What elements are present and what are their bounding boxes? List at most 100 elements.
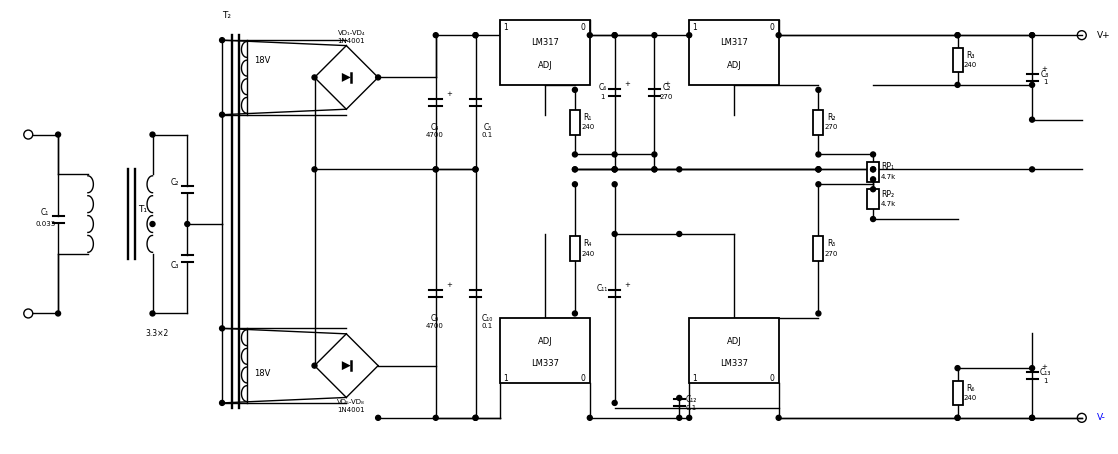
Circle shape	[816, 152, 821, 157]
Text: 0.1: 0.1	[685, 405, 697, 411]
Text: V+: V+	[1097, 31, 1110, 39]
Circle shape	[184, 222, 190, 227]
Text: LM337: LM337	[531, 359, 559, 368]
Circle shape	[955, 33, 960, 38]
Circle shape	[613, 167, 617, 172]
Text: VD₁-VD₄: VD₁-VD₄	[338, 30, 366, 36]
Text: 0: 0	[580, 23, 586, 32]
Circle shape	[652, 167, 657, 172]
Circle shape	[871, 177, 875, 182]
Text: ADJ: ADJ	[538, 336, 552, 345]
Text: 1: 1	[692, 23, 697, 32]
Circle shape	[434, 167, 438, 172]
Text: C₈: C₈	[1041, 70, 1049, 79]
Text: 0.033: 0.033	[35, 221, 55, 227]
Text: LM317: LM317	[720, 39, 748, 47]
Circle shape	[613, 167, 617, 172]
Polygon shape	[342, 73, 351, 82]
Text: R₂: R₂	[827, 113, 835, 122]
Text: 4700: 4700	[426, 132, 444, 138]
Circle shape	[376, 75, 380, 80]
Text: 1: 1	[503, 374, 508, 383]
Circle shape	[434, 415, 438, 420]
Circle shape	[871, 152, 875, 157]
Circle shape	[1030, 415, 1034, 420]
Circle shape	[312, 167, 318, 172]
Circle shape	[816, 167, 821, 172]
Circle shape	[312, 363, 318, 368]
Circle shape	[219, 326, 225, 331]
Text: 4.7k: 4.7k	[880, 201, 896, 207]
Circle shape	[572, 167, 577, 172]
Circle shape	[686, 33, 692, 38]
Text: +: +	[1042, 66, 1048, 72]
Bar	[689, 20, 778, 85]
Text: ADJ: ADJ	[538, 61, 552, 70]
Bar	[501, 318, 590, 383]
Circle shape	[1030, 117, 1034, 122]
Bar	[868, 162, 879, 182]
Text: 1: 1	[600, 94, 605, 100]
Circle shape	[676, 415, 682, 420]
Circle shape	[816, 311, 821, 316]
Circle shape	[776, 33, 781, 38]
Circle shape	[473, 33, 479, 38]
Circle shape	[473, 167, 479, 172]
Circle shape	[871, 167, 875, 172]
Circle shape	[56, 311, 60, 316]
Text: +: +	[664, 81, 670, 87]
Circle shape	[652, 33, 657, 38]
Circle shape	[587, 33, 593, 38]
Text: 1: 1	[1043, 79, 1048, 85]
Text: V-: V-	[1097, 413, 1106, 422]
Circle shape	[613, 232, 617, 237]
Circle shape	[613, 400, 617, 405]
Polygon shape	[342, 361, 351, 370]
Circle shape	[150, 132, 155, 137]
Text: 3.3×2: 3.3×2	[145, 329, 169, 338]
Text: 1: 1	[692, 374, 697, 383]
Text: T₂: T₂	[222, 11, 231, 20]
Text: 1: 1	[1043, 378, 1048, 384]
Text: R₅: R₅	[827, 239, 835, 248]
Text: 0: 0	[769, 23, 774, 32]
Circle shape	[473, 33, 479, 38]
Circle shape	[572, 311, 577, 316]
Circle shape	[955, 82, 960, 87]
Text: 0.1: 0.1	[482, 323, 493, 330]
Circle shape	[613, 167, 617, 172]
Circle shape	[676, 232, 682, 237]
Circle shape	[955, 33, 960, 38]
Circle shape	[652, 152, 657, 157]
Text: ADJ: ADJ	[727, 336, 741, 345]
Text: VD₅-VD₈: VD₅-VD₈	[338, 400, 366, 405]
Text: T₁: T₁	[138, 205, 148, 214]
Circle shape	[652, 167, 657, 172]
Text: 18V: 18V	[254, 369, 271, 378]
Text: C₄: C₄	[430, 123, 439, 132]
Circle shape	[56, 132, 60, 137]
Circle shape	[613, 33, 617, 38]
Text: C₁: C₁	[41, 207, 49, 217]
Text: 240: 240	[964, 395, 977, 401]
Circle shape	[955, 415, 960, 420]
Circle shape	[572, 152, 577, 157]
Circle shape	[1030, 33, 1034, 38]
Circle shape	[1030, 167, 1034, 172]
Text: LM337: LM337	[720, 359, 748, 368]
Text: 1N4001: 1N4001	[338, 407, 366, 414]
Bar	[814, 110, 823, 134]
Text: C₁₂: C₁₂	[685, 395, 697, 405]
Circle shape	[871, 167, 875, 172]
Text: R₁: R₁	[584, 113, 593, 122]
Circle shape	[816, 87, 821, 92]
Circle shape	[1030, 365, 1034, 370]
Text: 1N4001: 1N4001	[338, 38, 366, 44]
Circle shape	[473, 167, 479, 172]
Text: C₉: C₉	[430, 314, 439, 323]
Bar	[953, 48, 963, 73]
Text: C₁₀: C₁₀	[482, 314, 493, 323]
Circle shape	[955, 365, 960, 370]
Circle shape	[1030, 82, 1034, 87]
Text: R₆: R₆	[966, 384, 975, 393]
